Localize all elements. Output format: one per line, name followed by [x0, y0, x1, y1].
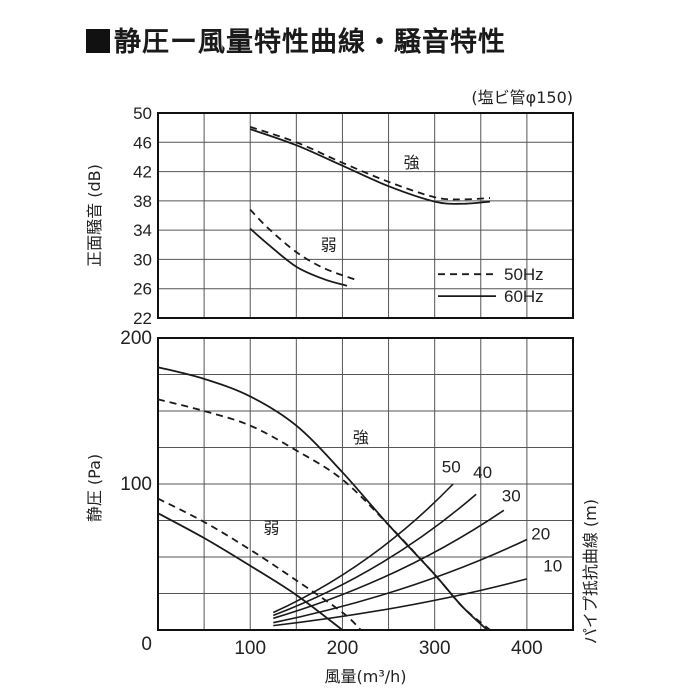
noise-y-axis-label: 正面騒音 (dB) — [85, 164, 104, 267]
pressure-x-tick-label: 100 — [234, 638, 266, 659]
noise-y-tick-label: 38 — [133, 192, 152, 211]
noise-y-tick-label: 30 — [133, 250, 152, 269]
pipe-curve-label-10: 10 — [543, 557, 562, 576]
pressure-y-tick-label: 200 — [120, 328, 152, 349]
noise-panel-note: (塩ビ管φ150) — [471, 88, 573, 107]
noise-weak-label: 弱 — [321, 236, 337, 255]
noise-y-tick-label: 50 — [133, 104, 152, 123]
pipe-curve-50 — [272, 483, 454, 614]
pressure-series-line-2 — [157, 497, 362, 631]
plot-frame — [157, 112, 574, 319]
pressure-y-tick-label: 100 — [120, 474, 152, 495]
plot-frame — [157, 337, 574, 631]
pressure-x-tick-label: 400 — [511, 638, 543, 659]
pressure-x-axis-label: 風量(m³/h) — [324, 667, 406, 686]
noise-y-tick-label: 42 — [133, 163, 152, 182]
pipe-resistance-axis-label: パイプ抵抗曲線 (m) — [581, 499, 600, 644]
legend-label-60Hz: 60Hz — [504, 287, 544, 306]
noise-y-tick-label: 46 — [133, 133, 152, 152]
pressure-y-axis-label: 静圧 (Pa) — [85, 454, 104, 522]
pipe-curve-30 — [273, 509, 505, 620]
pressure-strong-label: 強 — [353, 428, 369, 447]
pipe-curve-10 — [273, 578, 528, 627]
text-layer: 22 26 30 34 38 42 46 50 0 100 200 100 200 300 400 (塩ビ管φ… — [85, 88, 600, 686]
pipe-curve-label-40: 40 — [473, 463, 492, 482]
curves-layer — [157, 126, 528, 631]
chart-title: 静圧ー風量特性曲線・騒音特性 — [86, 20, 506, 59]
noise-series-line-0 — [249, 126, 491, 201]
pipe-curve-40 — [272, 493, 477, 617]
noise-series-line-2 — [249, 209, 357, 281]
pressure-y-tick-label: 0 — [141, 634, 152, 655]
noise-y-tick-label: 26 — [133, 280, 152, 299]
pressure-x-tick-label: 200 — [327, 638, 359, 659]
pressure-panel-grid — [157, 337, 574, 631]
square-bullet-icon — [86, 29, 110, 53]
noise-strong-label: 強 — [404, 153, 420, 172]
noise-y-tick-label: 22 — [133, 309, 152, 328]
noise-series-line-1 — [249, 128, 491, 205]
noise-panel-grid — [157, 112, 574, 319]
pressure-weak-label: 弱 — [263, 519, 279, 538]
noise-y-tick-label: 34 — [133, 221, 152, 240]
pressure-x-tick-label: 300 — [419, 638, 451, 659]
pipe-curve-label-30: 30 — [502, 487, 521, 506]
pipe-curve-20 — [273, 538, 528, 624]
chart-title-text: 静圧ー風量特性曲線・騒音特性 — [114, 27, 506, 58]
noise-series-line-3 — [249, 228, 348, 287]
pressure-series-line-1 — [157, 398, 491, 631]
legend-label-50Hz: 50Hz — [504, 265, 544, 284]
pipe-curve-label-50: 50 — [442, 457, 461, 476]
pipe-curve-label-20: 20 — [531, 524, 550, 543]
